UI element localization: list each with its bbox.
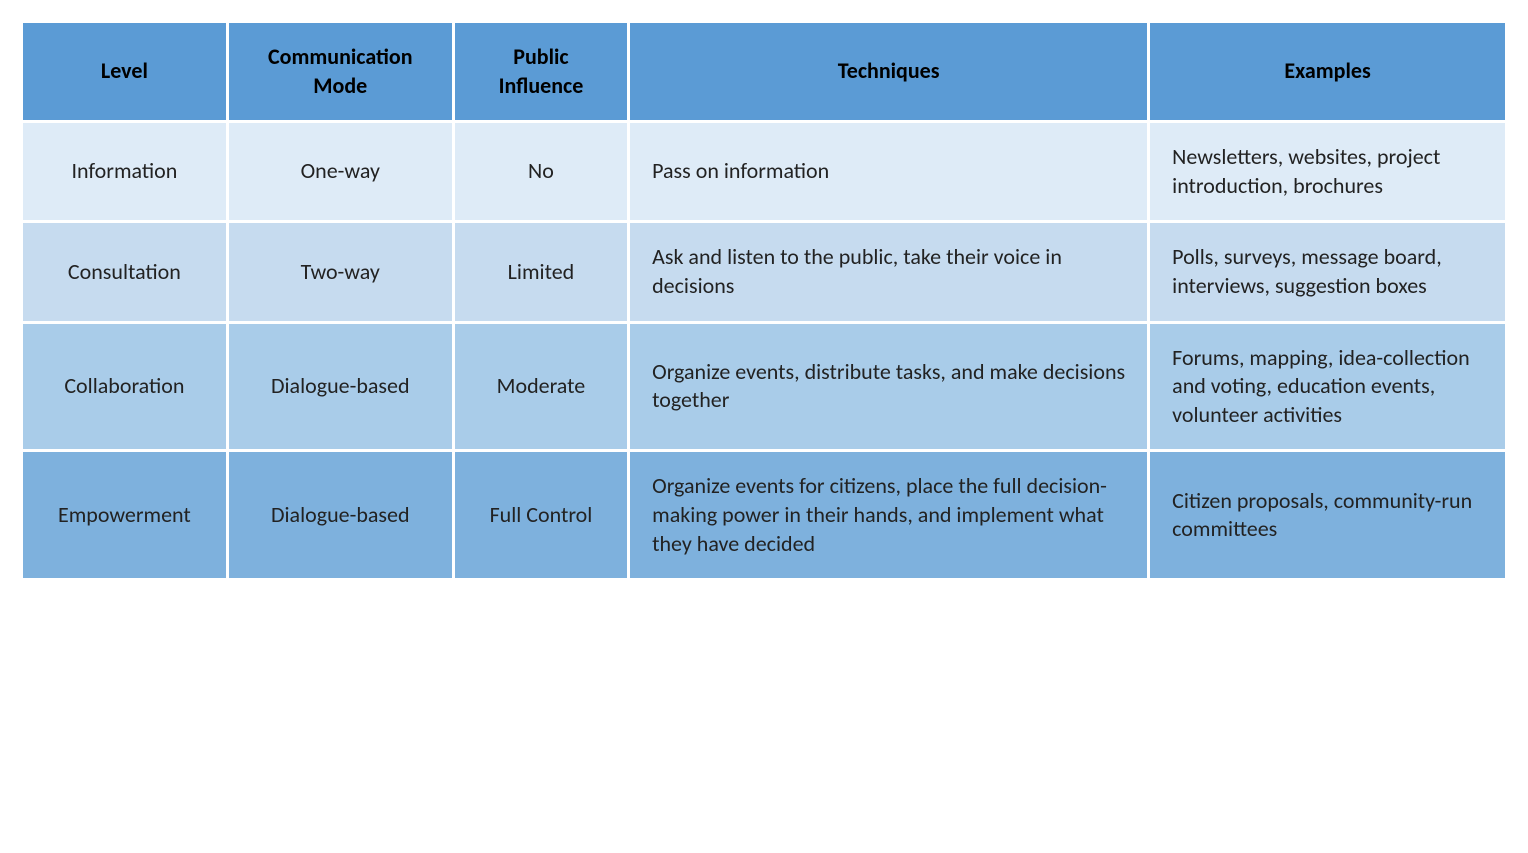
col-header-level: Level <box>23 23 226 120</box>
cell-examples: Newsletters, websites, project introduct… <box>1150 123 1505 220</box>
cell-techniques: Pass on information <box>630 123 1147 220</box>
cell-mode: Dialogue-based <box>229 324 452 450</box>
cell-mode: Two-way <box>229 223 452 320</box>
table-row: Information One-way No Pass on informati… <box>23 123 1505 220</box>
cell-influence: Limited <box>455 223 627 320</box>
cell-mode: Dialogue-based <box>229 452 452 578</box>
cell-techniques: Organize events for citizens, place the … <box>630 452 1147 578</box>
cell-level: Empowerment <box>23 452 226 578</box>
col-header-techniques: Techniques <box>630 23 1147 120</box>
cell-mode: One-way <box>229 123 452 220</box>
cell-examples: Citizen proposals, community-run committ… <box>1150 452 1505 578</box>
col-header-mode: Communication Mode <box>229 23 452 120</box>
table-header-row: Level Communication Mode Public Influenc… <box>23 23 1505 120</box>
cell-level: Consultation <box>23 223 226 320</box>
cell-level: Collaboration <box>23 324 226 450</box>
cell-techniques: Ask and listen to the public, take their… <box>630 223 1147 320</box>
table-row: Empowerment Dialogue-based Full Control … <box>23 452 1505 578</box>
participation-levels-table: Level Communication Mode Public Influenc… <box>20 20 1508 581</box>
cell-level: Information <box>23 123 226 220</box>
col-header-examples: Examples <box>1150 23 1505 120</box>
cell-techniques: Organize events, distribute tasks, and m… <box>630 324 1147 450</box>
cell-examples: Forums, mapping, idea-collection and vot… <box>1150 324 1505 450</box>
table-row: Collaboration Dialogue-based Moderate Or… <box>23 324 1505 450</box>
cell-influence: No <box>455 123 627 220</box>
col-header-influence: Public Influence <box>455 23 627 120</box>
table-row: Consultation Two-way Limited Ask and lis… <box>23 223 1505 320</box>
cell-examples: Polls, surveys, message board, interview… <box>1150 223 1505 320</box>
cell-influence: Moderate <box>455 324 627 450</box>
cell-influence: Full Control <box>455 452 627 578</box>
